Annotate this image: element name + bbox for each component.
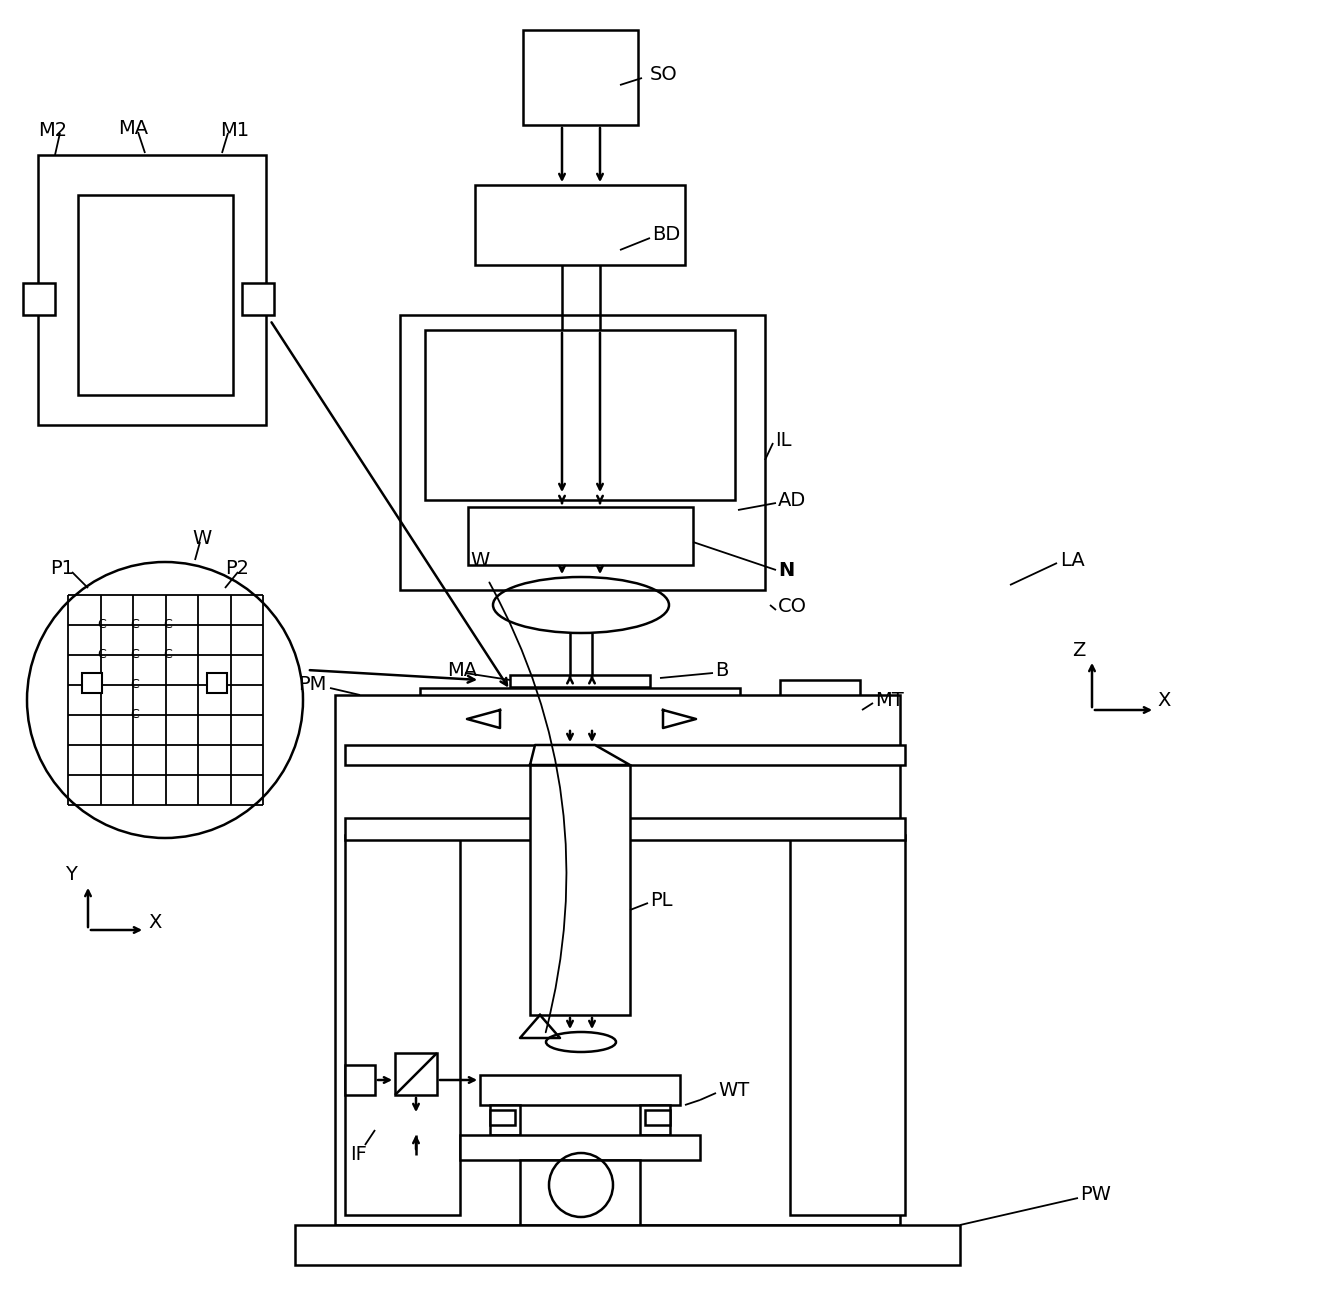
Text: AD: AD (779, 490, 806, 510)
Bar (530, 764, 630, 1015)
Text: WT: WT (718, 1080, 749, 1100)
Text: C: C (131, 649, 139, 662)
Text: IF: IF (350, 1145, 367, 1165)
Bar (400, 315, 765, 590)
Text: B: B (715, 660, 728, 680)
Text: Y: Y (65, 866, 77, 884)
Bar (425, 330, 735, 500)
Bar (662, 710, 732, 728)
Bar (430, 710, 500, 728)
Bar (78, 195, 233, 395)
Polygon shape (520, 1015, 560, 1037)
Text: C: C (164, 649, 172, 662)
Bar (639, 1105, 670, 1135)
Text: PL: PL (650, 891, 673, 910)
Text: C: C (131, 708, 139, 722)
Bar (523, 30, 638, 125)
Bar (440, 728, 490, 744)
Text: SO: SO (650, 65, 678, 84)
Text: W: W (192, 529, 212, 547)
Bar (780, 680, 861, 734)
Text: MT: MT (875, 690, 904, 710)
Bar (346, 835, 459, 1216)
Text: LA: LA (1061, 550, 1084, 569)
Bar (346, 818, 906, 840)
Text: MA: MA (118, 118, 148, 138)
Bar (645, 1110, 670, 1124)
Bar (38, 155, 266, 425)
Text: X: X (148, 913, 162, 932)
Bar (23, 283, 56, 315)
Bar (295, 1225, 960, 1265)
Bar (467, 507, 692, 566)
Bar (335, 696, 900, 1225)
Text: IL: IL (775, 430, 792, 450)
Text: C: C (98, 619, 106, 632)
Text: N: N (779, 560, 794, 580)
Polygon shape (467, 710, 500, 728)
Bar (346, 745, 906, 764)
Text: P2: P2 (225, 559, 249, 577)
Bar (82, 673, 102, 693)
Text: CO: CO (779, 598, 808, 616)
Bar (420, 688, 740, 710)
Text: C: C (131, 619, 139, 632)
Bar (673, 728, 722, 744)
Text: W: W (470, 550, 490, 569)
Text: P1: P1 (50, 559, 74, 577)
Text: BD: BD (651, 225, 681, 244)
Bar (459, 1135, 700, 1160)
Bar (490, 1105, 520, 1135)
Text: PM: PM (298, 676, 327, 694)
Bar (207, 673, 226, 693)
Polygon shape (663, 710, 696, 728)
Text: M2: M2 (38, 121, 68, 139)
Bar (790, 835, 906, 1216)
Bar (395, 1053, 437, 1095)
Bar (490, 1110, 515, 1124)
Bar (520, 1160, 639, 1225)
Bar (481, 1075, 681, 1105)
Bar (475, 185, 685, 265)
Text: X: X (1157, 690, 1170, 710)
Bar (242, 283, 274, 315)
Bar (510, 675, 650, 686)
Text: C: C (98, 649, 106, 662)
Text: C: C (164, 619, 172, 632)
Polygon shape (530, 745, 630, 764)
Bar (346, 1065, 375, 1095)
Text: M1: M1 (220, 121, 249, 139)
Text: C: C (131, 679, 139, 692)
Text: MA: MA (448, 660, 477, 680)
Text: PW: PW (1080, 1186, 1111, 1205)
Text: Z: Z (1072, 641, 1086, 659)
